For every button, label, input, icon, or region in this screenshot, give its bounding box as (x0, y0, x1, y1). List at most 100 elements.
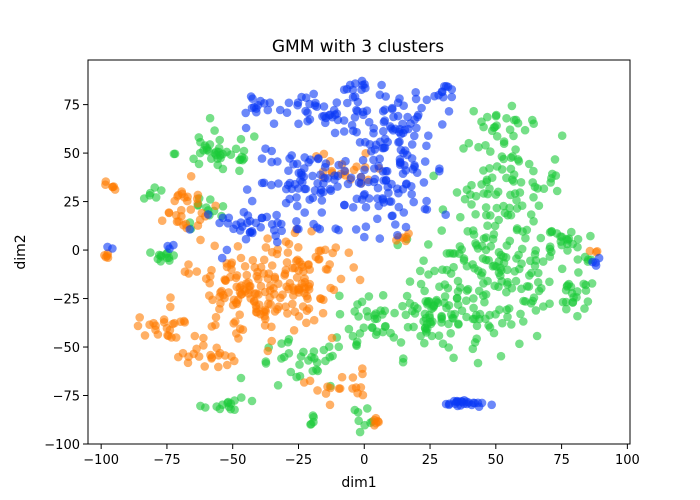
scatter-point (484, 321, 493, 330)
scatter-point (304, 158, 313, 167)
scatter-point (211, 201, 220, 211)
scatter-point (267, 261, 277, 270)
scatter-point (563, 281, 572, 290)
scatter-point (249, 102, 259, 112)
scatter-point (247, 196, 257, 206)
scatter-point (348, 373, 358, 382)
scatter-point (486, 147, 495, 156)
scatter-point (269, 284, 278, 293)
scatter-point (524, 159, 534, 169)
scatter-point (289, 291, 298, 300)
scatter-point (444, 107, 454, 116)
scatter-point (509, 115, 519, 125)
scatter-point (381, 92, 391, 101)
scatter-point (520, 125, 530, 135)
scatter-point (552, 186, 562, 196)
scatter-point (557, 131, 567, 140)
scatter-point (393, 230, 402, 240)
scatter-point (341, 156, 350, 166)
scatter-point (235, 324, 245, 334)
scatter-point (233, 242, 243, 251)
scatter-point (267, 146, 277, 156)
scatter-point (515, 339, 524, 349)
x-tick-label: −50 (219, 453, 246, 468)
scatter-point (365, 140, 375, 149)
scatter-point (469, 303, 478, 313)
scatter-point (499, 139, 509, 148)
scatter-point (192, 267, 202, 276)
scatter-point (430, 91, 439, 101)
scatter-point (503, 280, 512, 289)
scatter-point (201, 403, 210, 412)
scatter-point (378, 167, 388, 176)
scatter-point (360, 232, 369, 242)
scatter-point (302, 306, 312, 316)
scatter-point (261, 243, 271, 252)
scatter-point (293, 255, 302, 265)
scatter-point (411, 88, 421, 97)
scatter-point (393, 98, 403, 107)
scatter-point (214, 143, 224, 153)
scatter-point (524, 282, 534, 291)
scatter-point (256, 262, 266, 272)
scatter-point (468, 226, 478, 235)
scatter-point (172, 217, 182, 226)
scatter-point (199, 341, 208, 350)
scatter-point (265, 98, 275, 107)
scatter-point (489, 123, 499, 132)
scatter-point (217, 253, 227, 263)
scatter-point (231, 317, 240, 326)
scatter-point (353, 106, 362, 116)
scatter-point (303, 108, 312, 117)
scatter-point (539, 302, 548, 311)
scatter-point (505, 236, 515, 246)
scatter-point (325, 184, 335, 194)
scatter-point (416, 279, 426, 289)
scatter-point (462, 261, 472, 271)
scatter-point (452, 293, 462, 303)
scatter-point (171, 333, 181, 342)
scatter-point (150, 183, 159, 192)
scatter-point (353, 408, 363, 417)
scatter-point (557, 264, 567, 274)
y-axis: −100 −75 −50 −25 0 25 50 75 (44, 99, 88, 453)
scatter-point (237, 393, 246, 402)
scatter-point (222, 245, 232, 255)
scatter-point (241, 108, 250, 118)
scatter-point (177, 205, 186, 215)
scatter-point (232, 299, 242, 309)
scatter-point (270, 274, 280, 283)
scatter-point (133, 321, 143, 331)
scatter-point (371, 413, 381, 423)
scatter-point (568, 297, 578, 307)
scatter-point (557, 232, 567, 242)
scatter-point (281, 265, 291, 275)
scatter-point (293, 201, 302, 211)
scatter-point (583, 297, 593, 306)
scatter-point (108, 244, 117, 253)
scatter-point (263, 274, 273, 283)
scatter-point (317, 196, 327, 205)
scatter-point (226, 150, 236, 159)
scatter-point (241, 234, 251, 244)
scatter-point (474, 142, 483, 152)
scatter-point (363, 404, 372, 413)
scatter-point (481, 290, 491, 299)
scatter-point (354, 416, 364, 426)
scatter-point (361, 222, 371, 231)
scatter-point (294, 184, 303, 193)
scatter-point (477, 398, 487, 408)
scatter-point (211, 312, 221, 322)
scatter-point (398, 301, 407, 311)
scatter-point (327, 333, 337, 343)
scatter-point (226, 260, 236, 269)
scatter-point (477, 180, 486, 189)
scatter-point (194, 159, 204, 169)
scatter-point (477, 241, 487, 251)
scatter-point (321, 118, 330, 128)
scatter-point (281, 302, 290, 312)
scatter-point (481, 203, 491, 212)
scatter-point (521, 233, 530, 243)
scatter-point (145, 320, 154, 330)
